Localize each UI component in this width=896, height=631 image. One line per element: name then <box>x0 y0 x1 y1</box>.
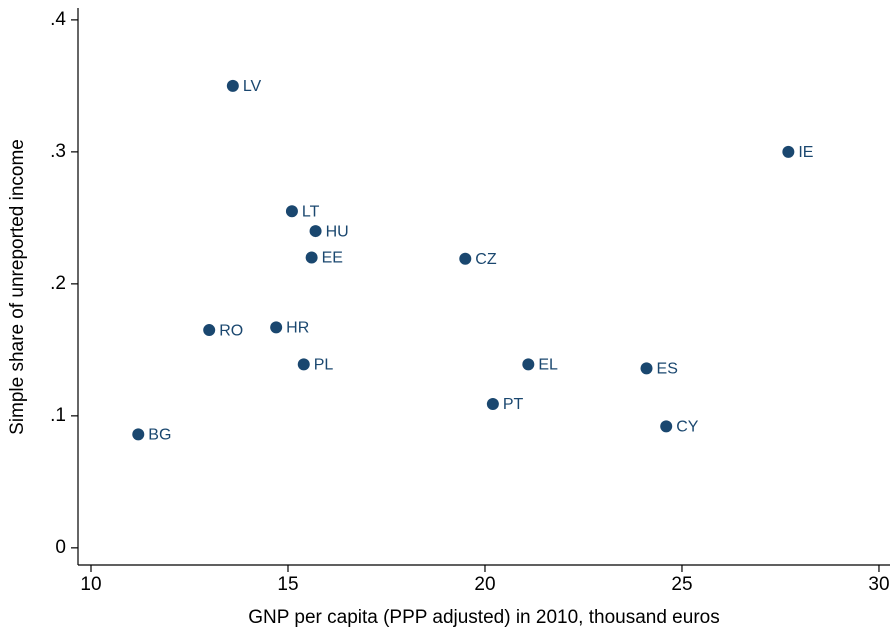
point-label: LV <box>243 78 262 95</box>
point <box>660 420 673 433</box>
point-label: CY <box>676 419 699 436</box>
point-label: BG <box>148 427 171 444</box>
point-label: PT <box>503 396 524 413</box>
y-tick-label: .3 <box>50 141 66 162</box>
point-label: ES <box>657 361 678 378</box>
point-label: HR <box>286 320 309 337</box>
y-tick-label: .4 <box>50 9 66 30</box>
point <box>203 324 216 337</box>
point <box>640 362 653 375</box>
point-label: HU <box>326 223 349 240</box>
point-label: EL <box>538 357 558 374</box>
point-label: IE <box>798 144 813 161</box>
point <box>459 252 472 265</box>
point-label: LT <box>302 203 320 220</box>
y-axis-title: Simple share of unreported income <box>7 139 28 435</box>
point-label: RO <box>219 322 243 339</box>
point <box>270 321 283 334</box>
point-label: PL <box>314 357 334 374</box>
x-tick-label: 15 <box>277 574 298 595</box>
y-tick-label: .1 <box>50 405 66 426</box>
x-tick-label: 25 <box>671 574 692 595</box>
point <box>132 428 145 441</box>
x-axis-title: GNP per capita (PPP adjusted) in 2010, t… <box>248 607 719 628</box>
point <box>226 79 239 92</box>
point <box>522 358 535 371</box>
point-label: EE <box>322 250 343 267</box>
point-label: CZ <box>475 251 497 268</box>
x-tick-label: 20 <box>474 574 495 595</box>
point <box>782 145 795 158</box>
y-tick-label: .2 <box>50 273 66 294</box>
x-tick-label: 30 <box>868 574 889 595</box>
point <box>486 397 499 410</box>
point <box>309 225 322 238</box>
y-tick-label: 0 <box>55 537 66 558</box>
point <box>305 251 318 264</box>
point <box>285 205 298 218</box>
x-tick-label: 10 <box>80 574 101 595</box>
point <box>297 358 310 371</box>
